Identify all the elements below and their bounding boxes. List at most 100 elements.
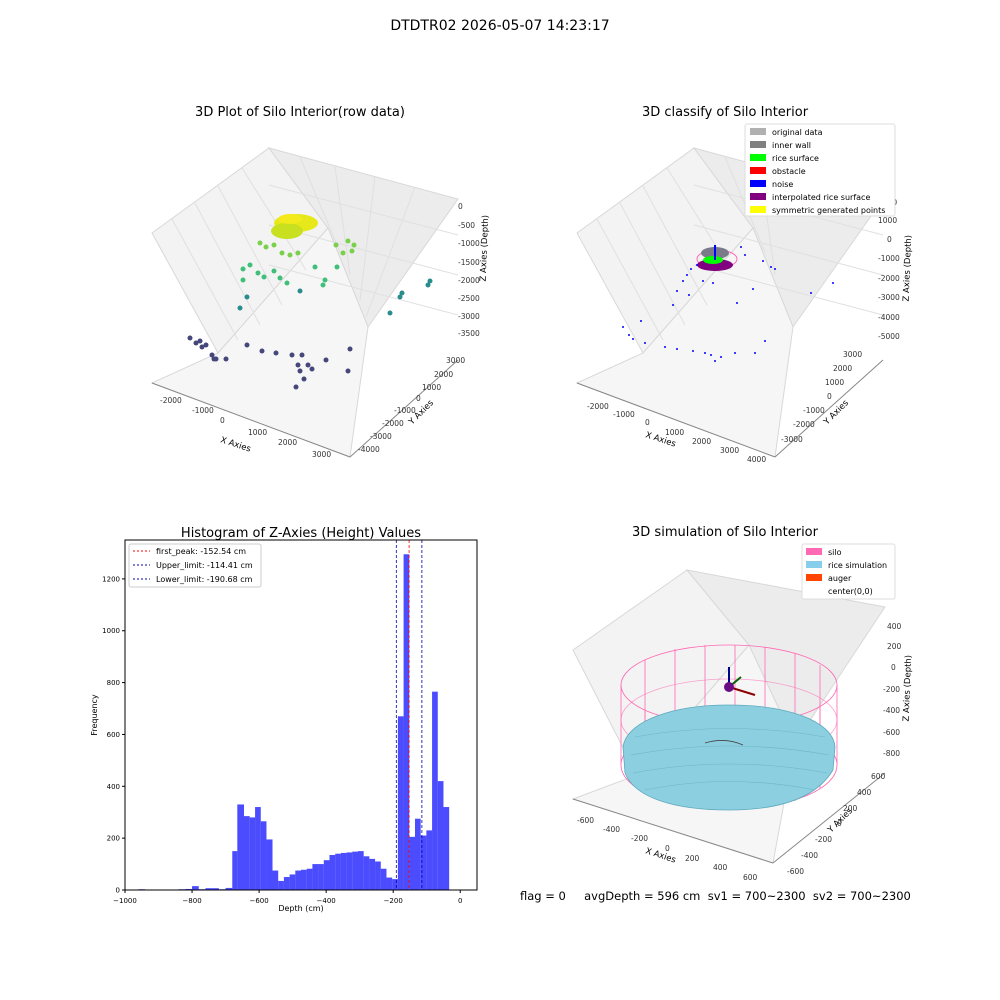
svg-text:2000: 2000 xyxy=(278,438,297,447)
raw-x-ticks: -2000 -1000 0 1000 2000 3000 xyxy=(160,396,331,459)
svg-text:-2000: -2000 xyxy=(878,274,900,283)
histogram-bar xyxy=(212,888,219,890)
svg-text:-3000: -3000 xyxy=(878,293,900,302)
histogram-bar xyxy=(244,816,250,890)
sim-y-axis xyxy=(772,772,886,864)
histogram-bar xyxy=(420,835,427,890)
histogram-frame xyxy=(124,539,478,891)
svg-text:-1000: -1000 xyxy=(878,254,900,263)
histogram-bar xyxy=(283,877,290,890)
legend-swatch-noise xyxy=(750,180,766,187)
svg-text:-1000: -1000 xyxy=(613,410,635,419)
histogram-x-axis-label: Depth (cm) xyxy=(278,904,323,913)
histogram-bar xyxy=(306,868,313,890)
svg-text:Lower_limit: -190.68 cm: Lower_limit: -190.68 cm xyxy=(156,575,253,584)
svg-text:1000: 1000 xyxy=(878,216,897,225)
classify-panel-title: 3D classify of Silo Interior xyxy=(642,105,809,120)
sim-x-axis-label: X Axies xyxy=(644,846,677,865)
x-tick-label: −200 xyxy=(384,897,403,905)
histogram-title: Histogram of Z-Axies (Height) Values xyxy=(181,526,421,541)
svg-text:-400: -400 xyxy=(883,706,900,715)
svg-text:200: 200 xyxy=(685,854,700,863)
svg-text:-2000: -2000 xyxy=(587,402,609,411)
svg-text:1000: 1000 xyxy=(422,383,441,392)
histogram-bar xyxy=(375,861,381,890)
classify-z-ticks: 2000 1000 0 -1000 -2000 -3000 -4000 -500… xyxy=(878,198,900,341)
histogram-bar xyxy=(192,886,199,890)
histogram-bar xyxy=(249,817,256,890)
x-tick-label: −800 xyxy=(182,897,201,905)
classify-floor-pane xyxy=(575,227,794,458)
classify-y-axis xyxy=(774,359,884,458)
histogram-bar xyxy=(312,864,319,890)
svg-text:-2000: -2000 xyxy=(458,276,480,285)
svg-text:-200: -200 xyxy=(883,685,900,694)
raw-x-axis xyxy=(151,382,351,458)
svg-text:-2000: -2000 xyxy=(382,419,404,428)
raw-panel-title: 3D Plot of Silo Interior(row data) xyxy=(195,105,405,120)
histogram-bar xyxy=(403,554,410,890)
svg-text:1000: 1000 xyxy=(825,378,844,387)
legend-swatch-interpolated xyxy=(750,193,766,200)
histogram-y-ticks: 0 200 400 600 800 1000 1200 xyxy=(102,575,125,895)
histogram-bar xyxy=(437,781,444,890)
legend-swatch-rice-simulation xyxy=(806,561,822,568)
histogram-bar xyxy=(255,807,261,890)
svg-text:-4000: -4000 xyxy=(878,313,900,322)
svg-text:symmetric generated points: symmetric generated points xyxy=(772,206,885,215)
y-tick-label: 200 xyxy=(107,835,120,843)
svg-text:obstacle: obstacle xyxy=(772,167,806,176)
svg-text:4000: 4000 xyxy=(747,455,766,464)
svg-text:-600: -600 xyxy=(883,728,900,737)
simulation-3d-plot: 3D simulation of Silo Interior -600 -400… xyxy=(571,525,914,882)
svg-text:-400: -400 xyxy=(801,851,818,860)
rice-simulation-surface xyxy=(622,704,836,811)
svg-text:0: 0 xyxy=(827,392,832,401)
svg-text:2000: 2000 xyxy=(692,437,711,446)
x-tick-label: 0 xyxy=(458,897,462,905)
raw-data-3d-plot: 3D Plot of Silo Interior(row data) -2000… xyxy=(150,105,491,459)
svg-text:0: 0 xyxy=(220,416,225,425)
svg-text:rice surface: rice surface xyxy=(772,154,819,163)
sim-z-axis-label: Z Axies (Depth) xyxy=(902,655,914,722)
histogram-bar xyxy=(318,864,324,890)
svg-text:-2500: -2500 xyxy=(458,294,480,303)
sim-y-axis-label: Y Axies xyxy=(825,806,855,836)
raw-z-ticks: 0 -500 -1000 -1500 -2000 -2500 -3000 -35… xyxy=(458,202,480,338)
histogram-x-ticks: −1000 −800 −600 −400 −200 0 xyxy=(113,890,462,905)
histogram-bar xyxy=(357,851,364,890)
raw-z-axis-label: Z Axies (Depth) xyxy=(479,215,491,282)
svg-text:0: 0 xyxy=(891,663,896,672)
svg-text:rice simulation: rice simulation xyxy=(828,561,887,570)
histogram-bar xyxy=(369,858,376,890)
svg-text:-3500: -3500 xyxy=(458,329,480,338)
simulation-legend: silo rice simulation auger center(0,0) xyxy=(801,543,896,600)
svg-text:-200: -200 xyxy=(631,834,648,843)
sim-x-ticks: -600 -400 -200 0 200 400 600 xyxy=(577,816,758,882)
raw-gridlines xyxy=(171,156,459,341)
svg-text:-600: -600 xyxy=(787,867,804,876)
svg-text:original data: original data xyxy=(772,128,823,137)
y-tick-label: 1000 xyxy=(102,627,120,635)
svg-text:600: 600 xyxy=(871,772,886,781)
sim-x-axis xyxy=(572,798,774,864)
histogram-bar xyxy=(232,851,238,890)
histogram-bar xyxy=(397,716,404,890)
svg-text:-3000: -3000 xyxy=(781,435,803,444)
svg-text:-600: -600 xyxy=(577,816,594,825)
svg-text:-1500: -1500 xyxy=(458,258,480,267)
legend-swatch-inner-wall xyxy=(750,141,766,148)
svg-text:0: 0 xyxy=(665,844,670,853)
auger-axes-glyph xyxy=(724,667,756,696)
histogram-chart: Histogram of Z-Axies (Height) Values −10… xyxy=(90,526,478,913)
svg-text:2000: 2000 xyxy=(833,364,852,373)
svg-text:3000: 3000 xyxy=(446,356,465,365)
svg-text:silo: silo xyxy=(828,548,842,557)
svg-text:inner wall: inner wall xyxy=(772,141,811,150)
histogram-bar xyxy=(301,869,307,890)
histogram-bar xyxy=(278,880,284,890)
histogram-bar xyxy=(432,691,438,890)
histogram-bar xyxy=(386,877,393,890)
svg-text:3000: 3000 xyxy=(720,446,739,455)
svg-text:-3000: -3000 xyxy=(370,432,392,441)
